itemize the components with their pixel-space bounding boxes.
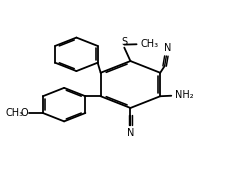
Text: O: O: [20, 108, 28, 118]
Text: CH₃: CH₃: [140, 39, 158, 49]
Text: S: S: [121, 37, 127, 47]
Text: CH₃: CH₃: [5, 108, 23, 118]
Text: N: N: [164, 43, 171, 53]
Text: NH₂: NH₂: [175, 90, 193, 100]
Text: N: N: [127, 128, 134, 138]
